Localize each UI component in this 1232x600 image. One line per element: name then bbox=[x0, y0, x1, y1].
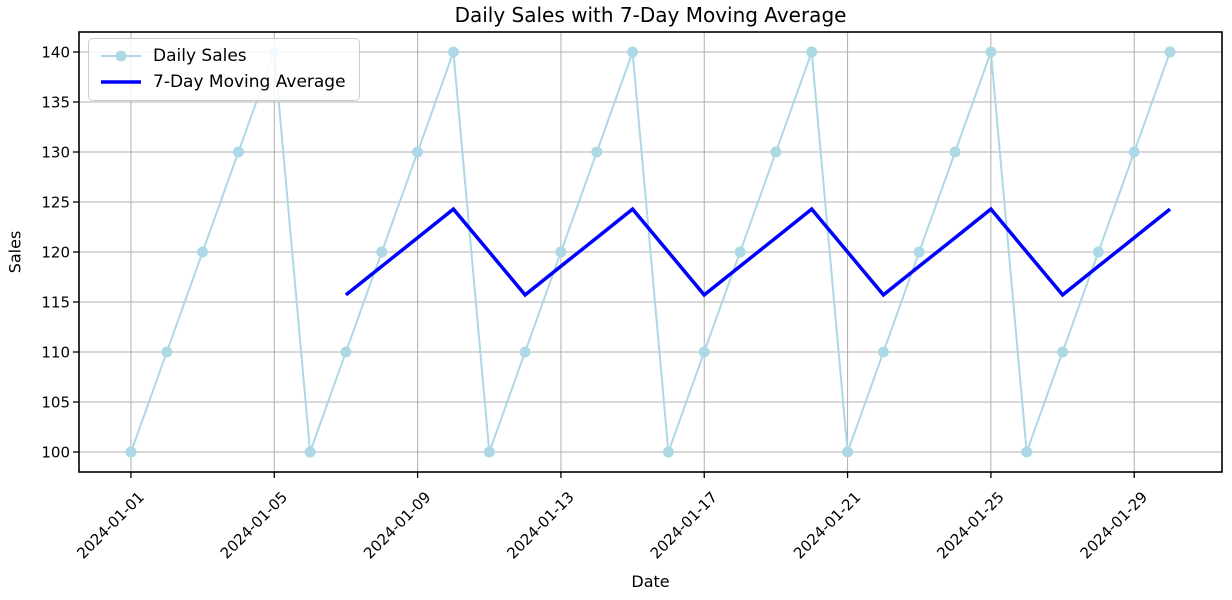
daily-sales-marker bbox=[555, 246, 567, 258]
moving-average-line bbox=[344, 206, 1172, 298]
legend: Daily Sales 7-Day Moving Average bbox=[88, 38, 360, 101]
legend-item-daily-sales: Daily Sales bbox=[99, 46, 346, 66]
daily-sales-marker bbox=[197, 246, 209, 258]
daily-sales-marker bbox=[161, 346, 173, 358]
daily-sales-marker bbox=[985, 46, 997, 58]
y-tick-label: 105 bbox=[41, 394, 70, 412]
daily-sales-marker bbox=[340, 346, 352, 358]
daily-sales-marker bbox=[591, 146, 603, 158]
legend-label-moving-average: 7-Day Moving Average bbox=[153, 72, 346, 92]
daily-sales-marker bbox=[447, 46, 459, 58]
y-tick-label: 140 bbox=[41, 44, 70, 62]
daily-sales-marker bbox=[519, 346, 531, 358]
y-tick-label: 100 bbox=[41, 444, 70, 462]
daily-sales-marker bbox=[304, 446, 316, 458]
daily-sales-legend-swatch bbox=[101, 50, 141, 62]
daily-sales-marker bbox=[483, 446, 495, 458]
x-tick-label: 2024-01-25 bbox=[933, 488, 1007, 562]
x-tick-label: 2024-01-21 bbox=[790, 488, 864, 562]
y-tick-label: 130 bbox=[41, 144, 70, 162]
x-tick-label: 2024-01-05 bbox=[217, 488, 291, 562]
daily-sales-marker bbox=[698, 346, 710, 358]
daily-sales-marker bbox=[877, 346, 889, 358]
daily-sales-legend-marker-icon bbox=[115, 50, 127, 62]
chart-title: Daily Sales with 7-Day Moving Average bbox=[454, 3, 847, 27]
legend-label-daily-sales: Daily Sales bbox=[153, 46, 247, 66]
x-axis-label: Date bbox=[631, 572, 670, 591]
axes-frame bbox=[78, 31, 1223, 473]
x-tick-label: 2024-01-29 bbox=[1077, 488, 1151, 562]
daily-sales-marker bbox=[125, 446, 137, 458]
moving-average-legend-swatch bbox=[101, 80, 141, 84]
daily-sales-marker bbox=[1021, 446, 1033, 458]
daily-sales-marker bbox=[1164, 46, 1176, 58]
daily-sales-marker bbox=[806, 46, 818, 58]
daily-sales-marker bbox=[376, 246, 388, 258]
x-tick-label: 2024-01-01 bbox=[73, 488, 147, 562]
daily-sales-line bbox=[130, 51, 1171, 453]
x-tick-label: 2024-01-17 bbox=[647, 488, 721, 562]
daily-sales-marker bbox=[770, 146, 782, 158]
daily-sales-marker bbox=[412, 146, 424, 158]
daily-sales-marker bbox=[842, 446, 854, 458]
y-tick-label: 115 bbox=[41, 294, 70, 312]
daily-sales-marker bbox=[232, 146, 244, 158]
daily-sales-marker bbox=[1057, 346, 1069, 358]
daily-sales-marker bbox=[949, 146, 961, 158]
x-tick-label: 2024-01-09 bbox=[360, 488, 434, 562]
daily-sales-marker bbox=[1092, 246, 1104, 258]
daily-sales-marker bbox=[913, 246, 925, 258]
x-tick-label: 2024-01-13 bbox=[503, 488, 577, 562]
y-tick-label: 120 bbox=[41, 244, 70, 262]
y-tick-label: 110 bbox=[41, 344, 70, 362]
daily-sales-marker bbox=[627, 46, 639, 58]
legend-item-moving-average: 7-Day Moving Average bbox=[99, 72, 346, 92]
y-axis-label: Sales bbox=[5, 230, 25, 274]
daily-sales-marker bbox=[662, 446, 674, 458]
y-tick-label: 135 bbox=[41, 94, 70, 112]
y-tick-label: 125 bbox=[41, 194, 70, 212]
daily-sales-marker bbox=[734, 246, 746, 258]
daily-sales-marker bbox=[1128, 146, 1140, 158]
